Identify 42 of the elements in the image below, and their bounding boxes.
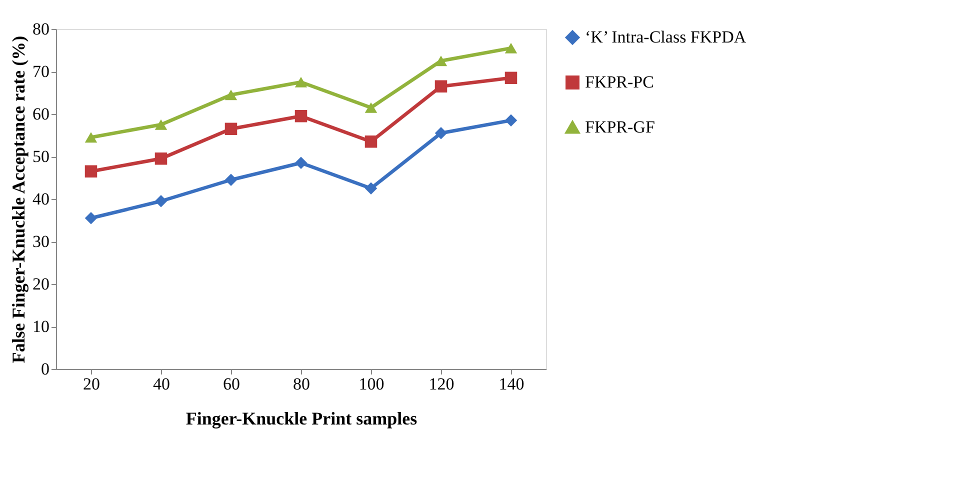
point (154, 152, 168, 165)
point (154, 119, 168, 130)
point (294, 76, 308, 88)
legend-label: FKPR-GF (585, 118, 655, 136)
point (434, 127, 448, 140)
x-tick-label: 80 (293, 374, 310, 394)
x-tick-label: 140 (498, 374, 524, 394)
y-tick-label: 40 (32, 190, 50, 208)
x-tick-label: 100 (358, 374, 384, 394)
y-tick-label: 70 (32, 62, 50, 81)
y-tick-label: 20 (32, 274, 50, 294)
y-tick-label: 50 (32, 147, 50, 166)
legend-label: FKPR-PC (585, 72, 654, 92)
y-tick-label: 0 (41, 360, 50, 378)
y-tick-label: 80 (32, 20, 50, 38)
point (294, 110, 308, 122)
point (364, 182, 378, 194)
x-axis-title: Finger-Knuckle Print samples (186, 408, 418, 428)
x-tick-label: 40 (153, 374, 170, 394)
y-tick-label: 10 (32, 317, 50, 336)
point (84, 132, 98, 143)
point (84, 165, 98, 178)
point (364, 136, 378, 148)
point (224, 90, 238, 100)
point (224, 122, 238, 135)
y-axis-title: False Finger-Knuckle Acceptance rate (%) (8, 36, 28, 364)
x-tick-label: 20 (83, 374, 100, 394)
legend-label: ‘K’ Intra-Class FKPDA (585, 28, 747, 46)
point (84, 212, 98, 224)
point (154, 195, 168, 208)
point (504, 72, 518, 84)
point (434, 80, 448, 92)
point (294, 156, 308, 169)
point (504, 42, 518, 54)
y-tick-label: 30 (32, 232, 50, 251)
point (434, 56, 448, 66)
x-tick-label: 60 (223, 374, 240, 394)
point (364, 102, 378, 113)
point (504, 114, 518, 126)
point (224, 174, 238, 186)
x-tick-label: 120 (428, 374, 454, 394)
y-tick-label: 60 (32, 104, 50, 124)
